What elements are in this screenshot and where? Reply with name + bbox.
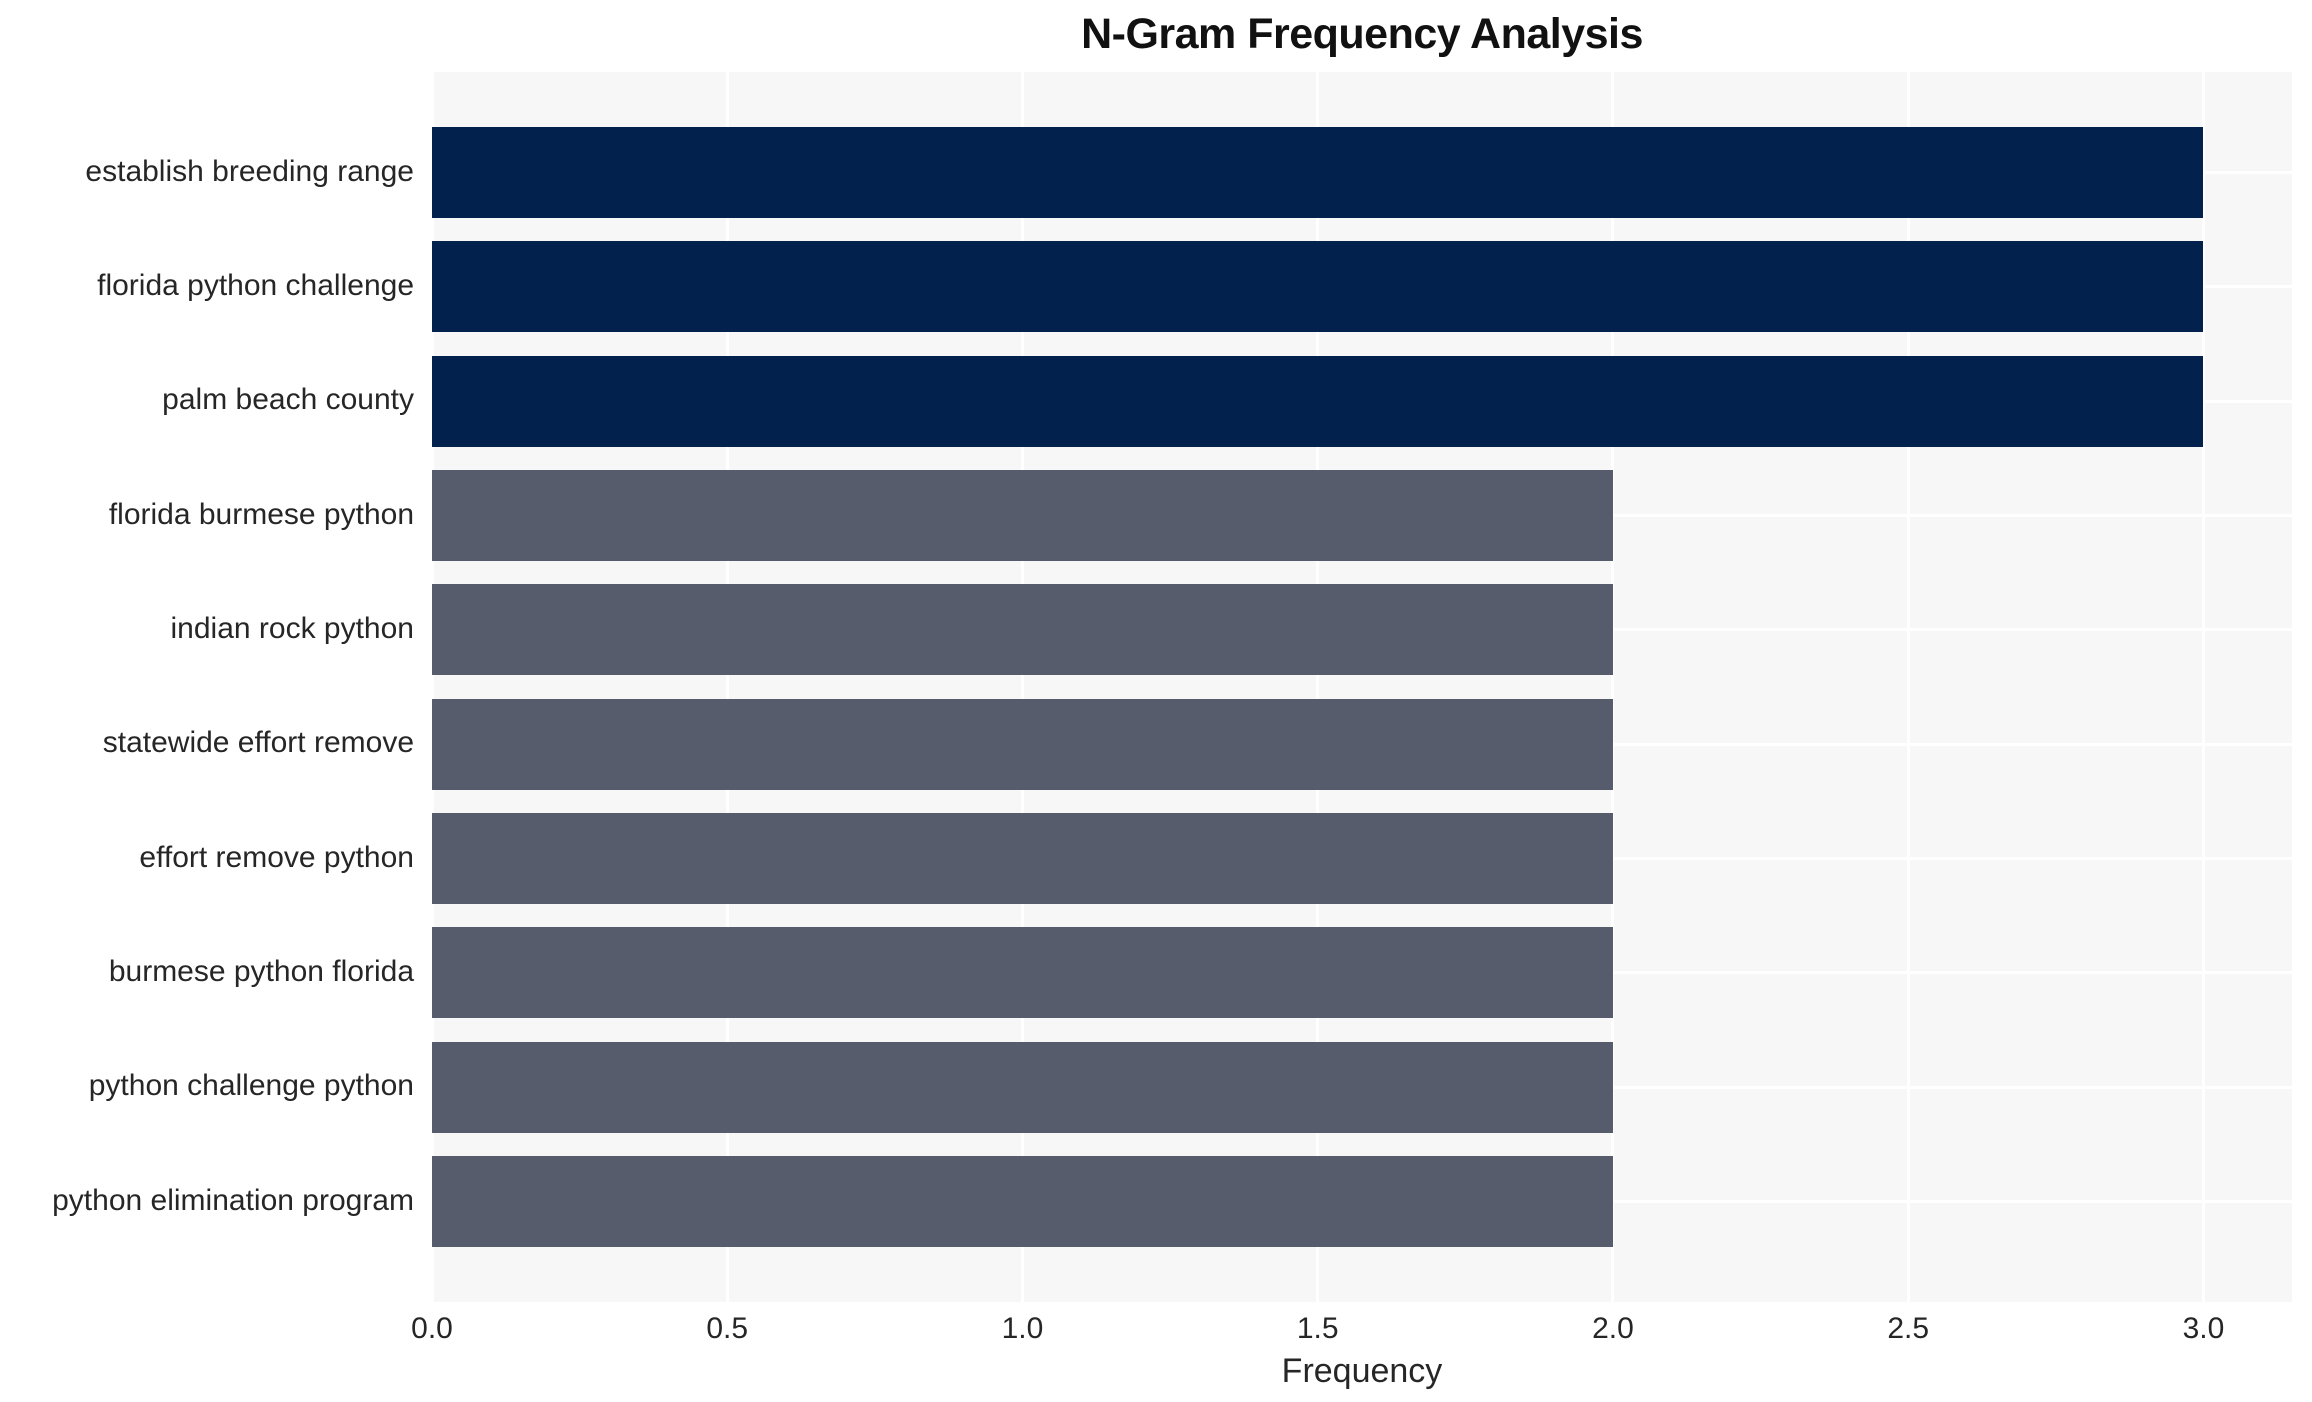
bar-establish-breeding-range [432,127,2204,218]
bar-python-challenge-python [432,1041,1613,1133]
x-tick-label: 1.0 [1001,1312,1044,1345]
x-tick-label: 1.5 [1296,1312,1339,1345]
y-tick-label: python challenge python [88,1069,414,1103]
y-tick-label: indian rock python [170,611,415,645]
plot-area [432,72,2292,1302]
x-tick-label: 0.0 [411,1312,453,1345]
bar-indian-rock-python [432,584,1613,676]
x-axis-label: Frequency [1281,1352,1443,1390]
x-tick-label: 2.5 [1887,1312,1930,1345]
y-tick-label: establish breeding range [85,154,414,188]
bar-burmese-python-florida [432,927,1613,1019]
y-tick-label: burmese python florida [108,954,414,988]
bar-statewide-effort-remove [432,698,1613,790]
x-tick-label: 3.0 [2182,1312,2225,1345]
gridline-vertical [1020,72,1024,1302]
chart-title: N-Gram Frequency Analysis [1081,10,1643,58]
gridline-vertical [432,72,434,1302]
gridline-vertical [1316,72,1320,1302]
gridline-vertical [725,72,729,1302]
bar-florida-burmese-python [432,470,1613,561]
bar-florida-python-challenge [432,241,2204,333]
x-tick-label: 2.0 [1592,1312,1634,1345]
gridline-vertical [1906,72,1910,1302]
y-tick-label: florida python challenge [97,268,414,302]
bar-effort-remove-python [432,813,1613,904]
bar-python-elimination-program [432,1156,1613,1247]
gridline-vertical [2201,72,2205,1302]
gridline-vertical [1611,72,1615,1302]
y-tick-label: effort remove python [139,840,414,874]
y-tick-label: python elimination program [52,1183,414,1217]
y-tick-label: palm beach county [162,383,414,417]
bar-palm-beach-county [432,355,2204,447]
y-tick-label: florida burmese python [108,497,414,531]
y-tick-label: statewide effort remove [102,726,414,760]
x-tick-label: 0.5 [706,1312,749,1345]
